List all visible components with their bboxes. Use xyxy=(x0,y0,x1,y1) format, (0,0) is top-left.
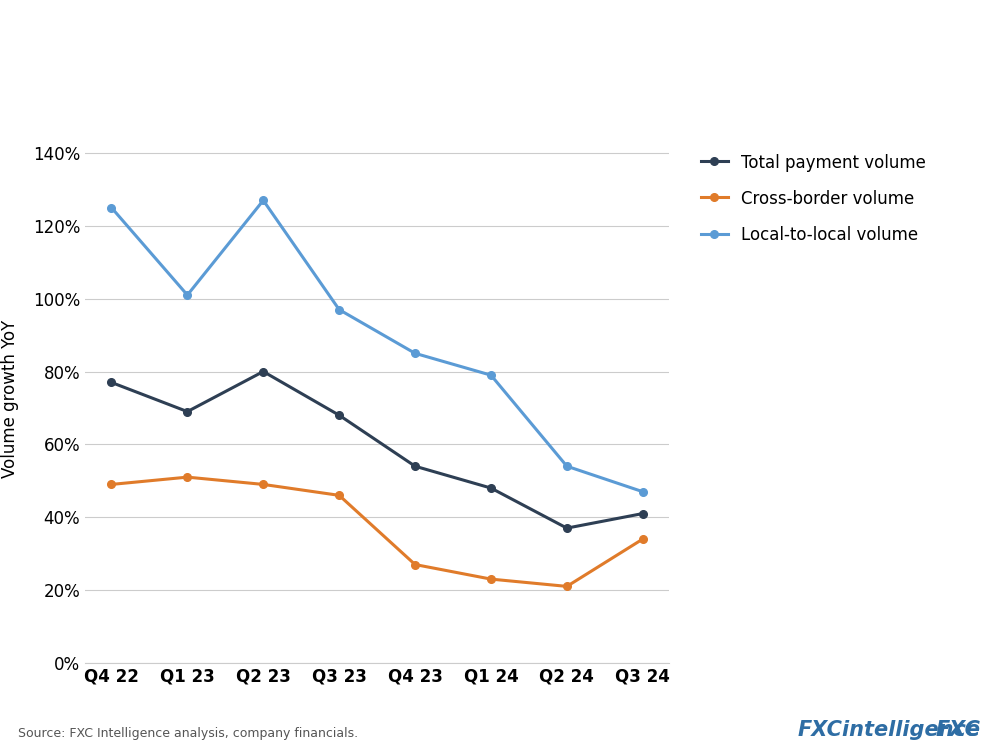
Y-axis label: Volume growth YoY: Volume growth YoY xyxy=(1,320,19,478)
Text: FXC: FXC xyxy=(936,720,981,740)
Text: FXCintelligence: FXCintelligence xyxy=(798,720,981,740)
Text: Source: FXC Intelligence analysis, company financials.: Source: FXC Intelligence analysis, compa… xyxy=(18,727,358,740)
Legend: Total payment volume, Cross-border volume, Local-to-local volume: Total payment volume, Cross-border volum… xyxy=(701,154,926,244)
Text: How dLocal’s volume growth has changed over time: How dLocal’s volume growth has changed o… xyxy=(18,25,876,53)
Text: dLocal quarterly YoY volume growth split by type, 2022-2024: dLocal quarterly YoY volume growth split… xyxy=(18,82,614,100)
